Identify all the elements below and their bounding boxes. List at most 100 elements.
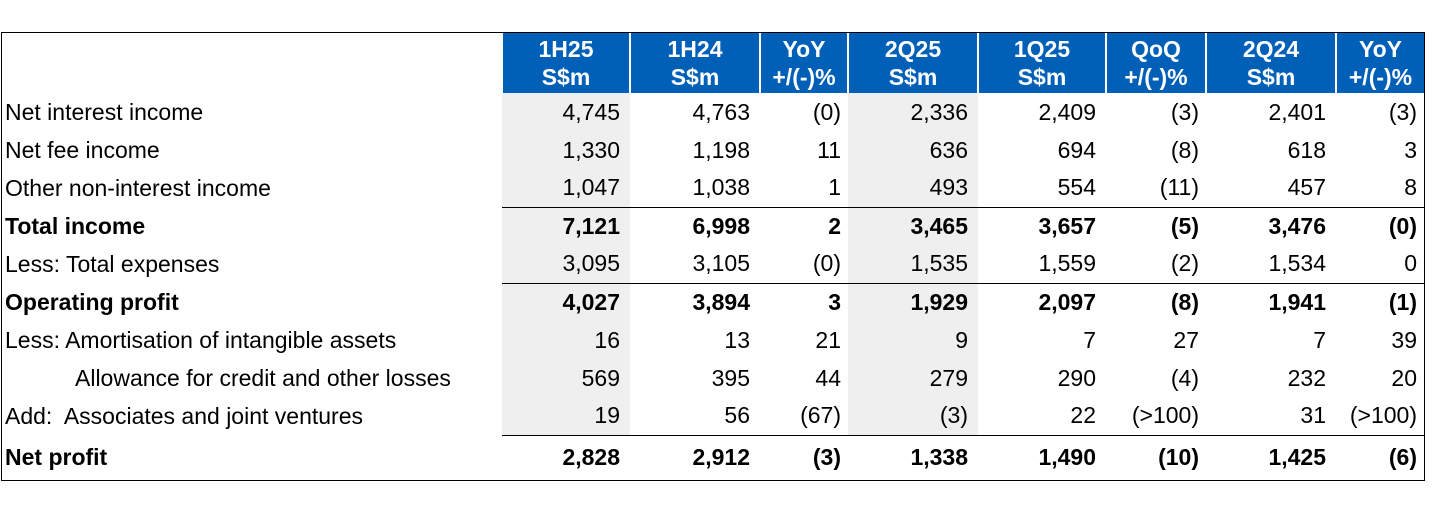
cell-yoy-quarter: 0 [1404, 250, 1417, 277]
cell-qoq: (2) [1170, 250, 1199, 277]
header-blank [2, 33, 502, 93]
cell-1h24: 1,198 [692, 136, 750, 163]
row-label: Total income [5, 212, 146, 239]
header-1h24: 1H24 S$m [629, 33, 760, 93]
table-row: Allowance for credit and other losses 56… [2, 359, 1424, 397]
table-frame [1, 32, 1425, 481]
header-yoy-quarter: YoY +/(-)% [1335, 33, 1424, 93]
cell-qoq: (5) [1106, 206, 1206, 245]
cell-yoy-quarter: (>100) [1349, 402, 1417, 429]
cell-1q25: 1,490 [978, 434, 1106, 479]
cell-2q24: 2,401 [1268, 98, 1326, 125]
cell-qoq: (4) [1170, 364, 1199, 391]
cell-2q25: 1,338 [848, 434, 978, 479]
cell-yoy-half: 21 [815, 326, 841, 353]
cell-1h24: 4,763 [692, 98, 750, 125]
row-label: Add: Associates and joint ventures [5, 402, 363, 429]
cell-qoq: (8) [1170, 136, 1199, 163]
table-row: Net fee income 1,330 1,198 11 636 694 (8… [2, 131, 1424, 169]
table-row: Less: Amortisation of intangible assets … [2, 321, 1424, 359]
cell-qoq: (>100) [1131, 402, 1199, 429]
cell-1h24: 3,105 [692, 250, 750, 277]
cell-2q25: (3) [848, 397, 978, 435]
cell-2q25: 493 [848, 169, 978, 207]
cell-yoy-half: (0) [812, 98, 841, 125]
row-label: Net interest income [5, 98, 204, 125]
cell-1h25: 4,027 [502, 282, 630, 321]
table-row-net-profit: Net profit 2,828 2,912 (3) 1,338 1,490 (… [2, 434, 1424, 479]
table-row-total-income: Total income 7,121 6,998 2 3,465 3,657 (… [2, 206, 1424, 245]
cell-qoq: (11) [1159, 174, 1199, 201]
cell-1q25: 22 [1070, 402, 1096, 429]
cell-2q24: 31 [1300, 402, 1326, 429]
cell-1q25: 290 [1057, 364, 1096, 391]
cell-yoy-half: 3 [760, 282, 848, 321]
table-row: Other non-interest income 1,047 1,038 1 … [2, 169, 1424, 207]
header-qoq: QoQ +/(-)% [1105, 33, 1206, 93]
cell-2q25: 1,535 [848, 245, 978, 283]
header-row: 1H25 S$m 1H24 S$m YoY +/(-)% 2Q25 S$m 1Q25 S$… [2, 33, 1424, 93]
row-label: Less: Amortisation of intangible assets [5, 326, 397, 353]
cell-2q24: 7 [1313, 326, 1326, 353]
cell-1h25: 569 [502, 359, 630, 397]
table-row: Less: Total expenses 3,095 3,105 (0) 1,5… [2, 245, 1424, 283]
cell-1h24: 13 [724, 326, 750, 353]
cell-1q25: 694 [1057, 136, 1096, 163]
cell-yoy-half: 44 [815, 364, 841, 391]
cell-1h24: 6,998 [630, 206, 760, 245]
row-label: Net fee income [5, 136, 160, 163]
cell-2q25: 2,336 [848, 92, 978, 131]
cell-1h25: 1,047 [502, 169, 630, 207]
cell-1q25: 7 [1083, 326, 1096, 353]
cell-2q25: 9 [848, 321, 978, 359]
header-2q24: 2Q24 S$m [1205, 33, 1336, 93]
cell-2q24: 618 [1287, 136, 1326, 163]
cell-2q25: 1,929 [848, 282, 978, 321]
cell-2q24: 1,941 [1206, 282, 1336, 321]
cell-yoy-half: 1 [828, 174, 841, 201]
cell-yoy-quarter: (1) [1336, 282, 1424, 321]
cell-yoy-half: 11 [817, 136, 841, 163]
cell-1h24: 56 [724, 402, 750, 429]
cell-1q25: 2,097 [978, 282, 1106, 321]
cell-yoy-quarter: (3) [1388, 98, 1417, 125]
cell-1h25: 3,095 [502, 245, 630, 283]
cell-yoy-quarter: 3 [1404, 136, 1417, 163]
cell-1q25: 554 [1057, 174, 1096, 201]
cell-1h25: 7,121 [502, 206, 630, 245]
table-row-operating-profit: Operating profit 4,027 3,894 3 1,929 2,0… [2, 282, 1424, 321]
cell-2q24: 457 [1287, 174, 1326, 201]
row-label: Other non-interest income [5, 174, 271, 201]
cell-1h24: 395 [711, 364, 750, 391]
row-label: Net profit [5, 443, 108, 470]
cell-1q25: 3,657 [978, 206, 1106, 245]
cell-1h25: 2,828 [502, 434, 630, 479]
header-1q25: 1Q25 S$m [977, 33, 1106, 93]
cell-2q24: 1,534 [1268, 250, 1326, 277]
table-row: Add: Associates and joint ventures 19 56… [2, 397, 1424, 435]
cell-yoy-quarter: (6) [1336, 434, 1424, 479]
row-label: Less: Total expenses [5, 250, 220, 277]
cell-2q24: 232 [1287, 364, 1326, 391]
cell-2q25: 3,465 [848, 206, 978, 245]
cell-yoy-quarter: 20 [1391, 364, 1417, 391]
row-label: Allowance for credit and other losses [75, 364, 451, 391]
cell-1q25: 2,409 [1038, 98, 1096, 125]
cell-qoq: (3) [1170, 98, 1199, 125]
cell-qoq: (10) [1106, 434, 1206, 479]
cell-1h25: 1,330 [502, 131, 630, 169]
cell-1h24: 2,912 [630, 434, 760, 479]
cell-yoy-quarter: 8 [1404, 174, 1417, 201]
cell-yoy-half: (3) [760, 434, 848, 479]
cell-1q25: 1,559 [1038, 250, 1096, 277]
cell-2q24: 3,476 [1206, 206, 1336, 245]
cell-2q24: 1,425 [1206, 434, 1336, 479]
cell-yoy-half: (0) [812, 250, 841, 277]
cell-yoy-quarter: 39 [1391, 326, 1417, 353]
cell-2q25: 636 [848, 131, 978, 169]
cell-qoq: (8) [1106, 282, 1206, 321]
cell-1h25: 16 [502, 321, 630, 359]
row-label: Operating profit [5, 288, 179, 315]
header-1h25: 1H25 S$m [501, 33, 630, 93]
cell-2q25: 279 [848, 359, 978, 397]
